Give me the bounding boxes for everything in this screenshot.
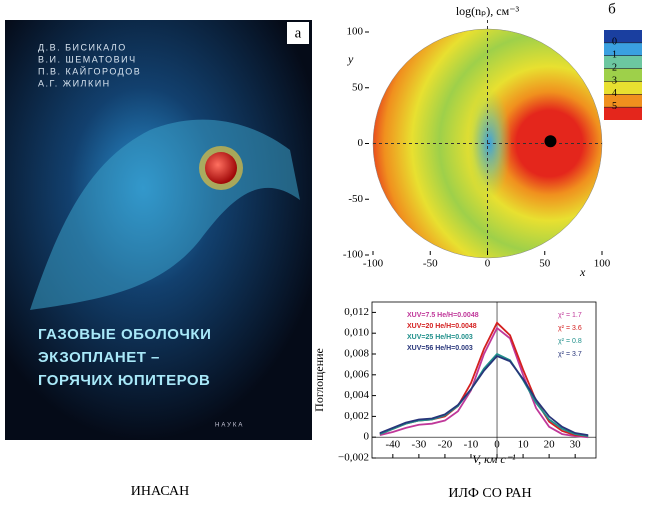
- chi-square: χ² = 3.6: [558, 325, 582, 332]
- x-tick-label: 50: [539, 258, 551, 270]
- x-tick-label: -30: [412, 439, 427, 451]
- colorbar-cell: [604, 30, 642, 43]
- colorbar-label: 1: [612, 50, 617, 61]
- title-line: ГОРЯЧИХ ЮПИТЕРОВ: [38, 372, 210, 389]
- y-tick-label: 0: [358, 137, 364, 149]
- y-tick-label: 50: [352, 81, 364, 93]
- author: В.И. ШЕМАТОВИЧ: [38, 54, 137, 64]
- colorbar-cell: [604, 94, 642, 107]
- chi-square: χ² = 1.7: [558, 312, 582, 319]
- x-tick-label: 100: [594, 258, 611, 270]
- series-line: [380, 354, 588, 436]
- legend-entry: XUV=7.5 He/H=0.0048: [407, 312, 479, 319]
- y-tick-label: 100: [347, 26, 364, 38]
- colorbar-label: 5: [612, 101, 617, 112]
- colorbar-label: 3: [612, 75, 617, 86]
- author: А.Г. ЖИЛКИН: [38, 78, 111, 88]
- y-axis-label: Поглощение: [312, 348, 326, 412]
- x-tick-label: -40: [386, 439, 401, 451]
- y-tick-label: 0,002: [344, 410, 369, 422]
- cover-planet: [205, 152, 237, 184]
- colorbar-label: 4: [612, 88, 617, 99]
- colorbar-label: 0: [612, 37, 617, 48]
- title-line: ГАЗОВЫЕ ОБОЛОЧКИ: [38, 326, 211, 343]
- author: П.В. КАЙГОРОДОВ: [38, 65, 141, 76]
- panel-label: а: [295, 25, 302, 41]
- y-tick-label: 0,004: [344, 389, 369, 401]
- legend-entry: XUV=56 He/H=0.003: [407, 345, 473, 352]
- planet: [544, 135, 556, 147]
- y-tick-label: 0,008: [344, 348, 369, 360]
- colorbar-cell: [604, 69, 642, 82]
- x-tick-label: -20: [438, 439, 453, 451]
- x-tick-label: -50: [423, 258, 438, 270]
- y-tick-label: 0,012: [344, 306, 369, 318]
- colorbar-cell: [604, 43, 642, 56]
- y-axis-label: y: [347, 52, 354, 66]
- colorbar-label: 2: [612, 62, 617, 73]
- colorbar-cell: [604, 81, 642, 94]
- colorbar-cell: [604, 56, 642, 69]
- legend-entry: XUV=25 He/H=0.003: [407, 334, 473, 341]
- caption: ИЛФ СО РАН: [448, 486, 531, 501]
- book-cover: а Д.В. БИСИКАЛО В.И. ШЕМАТОВИЧ П.В. КАЙГ…: [5, 20, 312, 440]
- chi-square: χ² = 3.7: [558, 351, 582, 358]
- x-axis-label: V, км с⁻¹: [472, 452, 516, 466]
- legend-entry: XUV=20 He/H=0.0048: [407, 323, 477, 330]
- y-tick-label: −0,002: [338, 452, 369, 464]
- map-title: log(nₚ), см⁻³: [456, 4, 520, 18]
- x-tick-label: 0: [485, 258, 491, 270]
- publisher: НАУКА: [215, 423, 244, 429]
- x-tick-label: -100: [363, 258, 384, 270]
- panel-label: б: [608, 1, 616, 17]
- x-axis-label: x: [579, 265, 586, 279]
- caption: ИНАСАН: [131, 484, 190, 499]
- x-tick-label: 0: [494, 439, 500, 451]
- y-tick-label: 0: [364, 431, 370, 443]
- x-tick-label: 30: [570, 439, 582, 451]
- y-tick-label: 0,006: [344, 368, 369, 380]
- figure: а Д.В. БИСИКАЛО В.И. ШЕМАТОВИЧ П.В. КАЙГ…: [0, 0, 645, 504]
- colorbar-cell: [604, 107, 642, 120]
- x-tick-label: 10: [518, 439, 530, 451]
- x-tick-label: -10: [464, 439, 479, 451]
- title-line: ЭКЗОПЛАНЕТ –: [38, 349, 160, 366]
- y-tick-label: 0,010: [344, 327, 369, 339]
- chi-square: χ² = 0.8: [558, 338, 582, 345]
- x-tick-label: 20: [544, 439, 556, 451]
- author: Д.В. БИСИКАЛО: [38, 42, 127, 52]
- y-tick-label: -50: [348, 193, 363, 205]
- y-tick-label: -100: [343, 249, 364, 261]
